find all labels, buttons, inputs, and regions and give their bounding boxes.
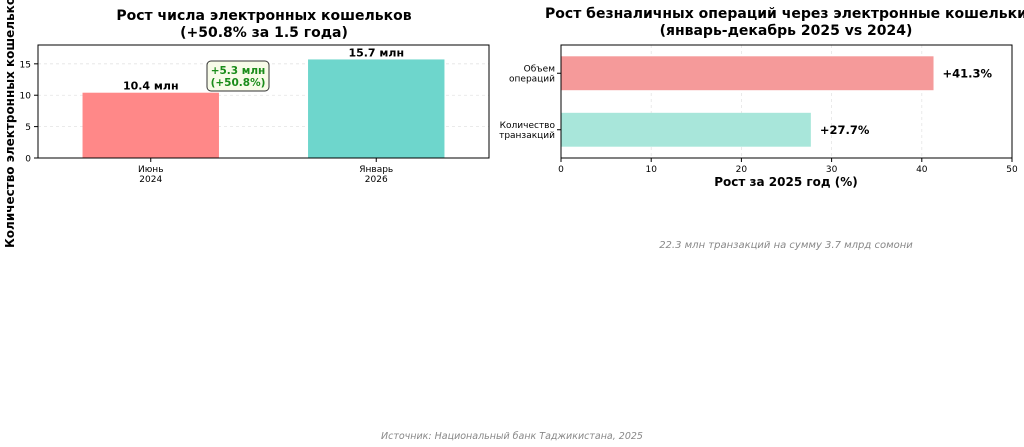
operations-bar [561, 112, 811, 147]
wallets-y-tick-label: 5 [25, 123, 31, 133]
operations-y-tick-label: Количество транзакций [499, 121, 555, 141]
wallets-axes-frame [37, 44, 490, 159]
operations-bar-label: +27.7% [820, 123, 870, 137]
wallets-x-tick-label: Январь 2026 [359, 165, 393, 185]
annotation-line-2: (+50.8%) [211, 77, 266, 89]
wallets-data-labels: 10.4 млн 15.7 млн [123, 46, 404, 92]
wallets-growth-annotation: +5.3 млн (+50.8%) [206, 60, 270, 92]
operations-chart-subtitle: (январь-декабрь 2025 vs 2024) [660, 23, 913, 39]
operations-chart-title: Рост безналичных операций через электрон… [545, 6, 1024, 22]
wallets-y-tick-label: 10 [20, 92, 32, 102]
operations-note: 22.3 млн транзакций на сумму 3.7 млрд со… [659, 240, 913, 251]
operations-bar-label: +41.3% [943, 66, 993, 80]
operations-bars [561, 56, 934, 147]
wallets-bar [82, 92, 219, 158]
operations-x-tick-label: 40 [916, 165, 928, 175]
wallets-chart: Рост числа электронных кошельков (+50.8%… [3, 0, 490, 248]
operations-x-tick-label: 30 [826, 165, 838, 175]
operations-data-labels: +41.3% +27.7% [820, 66, 993, 137]
operations-axes-frame [560, 44, 1013, 159]
operations-chart: Рост безналичных операций через электрон… [499, 6, 1024, 251]
operations-x-tick-label: 0 [558, 165, 564, 175]
wallets-y-tick-label: 15 [20, 60, 31, 70]
wallets-x-tick-label: Июнь 2024 [138, 165, 164, 185]
wallets-bar-label: 10.4 млн [123, 80, 179, 93]
wallets-bars [82, 59, 445, 158]
wallets-ticks: 0 5 10 15 Июнь 2024 Январь 2026 [20, 60, 394, 185]
wallets-y-tick-label: 0 [25, 155, 31, 165]
source-note: Источник: Национальный банк Таджикистана… [381, 431, 643, 442]
wallets-chart-title: Рост числа электронных кошельков [116, 8, 411, 24]
operations-x-axis-label: Рост за 2025 год (%) [714, 175, 857, 189]
annotation-box [206, 60, 270, 92]
wallets-y-axis-label: Количество электронных кошельков [3, 0, 17, 248]
wallets-chart-subtitle: (+50.8% за 1.5 года) [180, 25, 348, 41]
operations-x-tick-label: 10 [645, 165, 657, 175]
wallets-bar-label: 15.7 млн [348, 46, 404, 59]
operations-ticks: 0 10 20 30 40 50 Объем операций Количество транза… [499, 64, 1018, 175]
operations-x-tick-label: 20 [736, 165, 748, 175]
annotation-line-1: +5.3 млн [211, 65, 266, 77]
operations-y-tick-label: Объем операций [509, 64, 555, 84]
operations-x-tick-label: 50 [1006, 165, 1018, 175]
wallets-bar [308, 59, 445, 158]
operations-bar [561, 56, 934, 91]
